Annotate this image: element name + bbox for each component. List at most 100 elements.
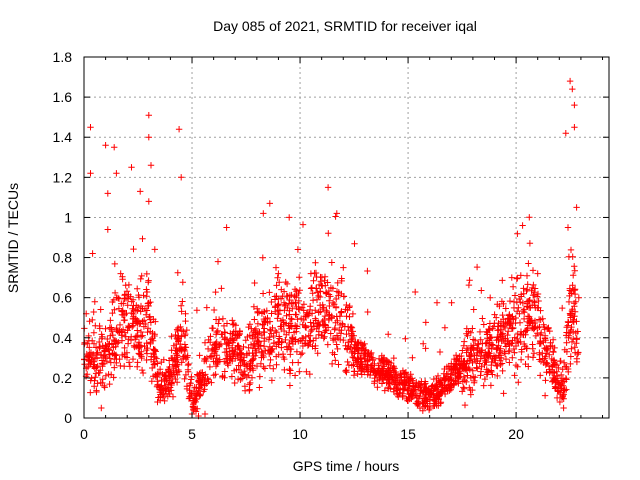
data-point (139, 369, 147, 377)
data-point (147, 162, 155, 169)
data-point (340, 264, 347, 271)
data-point (174, 348, 181, 355)
data-point (436, 348, 444, 356)
data-point (168, 347, 175, 354)
data-point (125, 359, 133, 366)
data-point (197, 369, 205, 376)
data-point (338, 327, 345, 334)
data-point (107, 317, 114, 324)
data-point (227, 330, 234, 337)
y-tick-label: 0.8 (53, 250, 73, 266)
data-point (390, 386, 397, 393)
data-point (491, 311, 498, 318)
data-point (460, 385, 468, 392)
data-point (172, 362, 180, 370)
data-point (193, 307, 201, 314)
data-point (89, 316, 96, 324)
data-point (354, 340, 362, 347)
data-point (292, 294, 300, 301)
data-point (194, 372, 202, 379)
data-point (511, 372, 518, 379)
data-point (263, 307, 270, 314)
data-point (114, 294, 122, 302)
data-point (418, 378, 425, 385)
data-point (307, 270, 315, 277)
x-tick-label: 0 (80, 426, 88, 442)
data-point (175, 126, 183, 133)
data-point (85, 360, 93, 368)
data-point (476, 328, 484, 336)
data-point (505, 328, 512, 335)
data-point (90, 329, 98, 336)
data-point (274, 274, 281, 281)
data-point (104, 226, 111, 233)
data-point (335, 361, 342, 368)
data-point (537, 372, 544, 379)
data-point (273, 361, 280, 368)
data-point (245, 349, 253, 357)
data-point (530, 350, 538, 357)
data-point (182, 310, 189, 317)
data-point (289, 336, 296, 344)
data-point (119, 276, 126, 283)
data-point (522, 360, 529, 368)
data-point (512, 319, 519, 327)
data-point (483, 358, 490, 366)
data-point (342, 367, 349, 375)
data-point (368, 364, 375, 372)
data-point (498, 354, 505, 362)
data-point (142, 311, 150, 318)
data-point (570, 335, 577, 343)
data-point (120, 311, 127, 319)
data-point (279, 316, 287, 324)
data-point (151, 246, 158, 253)
data-point (143, 346, 150, 354)
data-point (523, 327, 530, 334)
data-point (534, 324, 541, 331)
data-point (316, 302, 324, 309)
data-point (499, 330, 507, 337)
data-point (518, 348, 525, 356)
data-point (108, 340, 116, 347)
data-point (518, 293, 525, 300)
data-points (81, 77, 582, 420)
data-point (432, 385, 439, 392)
data-point (127, 293, 134, 300)
data-point (420, 397, 428, 405)
data-point (121, 353, 129, 360)
data-point (531, 299, 538, 306)
data-point (92, 344, 100, 351)
data-point (272, 264, 280, 271)
data-point (312, 342, 319, 350)
data-point (275, 310, 282, 318)
data-point (334, 317, 341, 324)
data-point (565, 253, 573, 260)
data-point (248, 374, 256, 381)
data-point (134, 307, 141, 314)
data-point (244, 333, 251, 341)
data-point (381, 387, 388, 394)
data-point (173, 326, 181, 333)
data-point (422, 402, 429, 410)
data-point (261, 317, 268, 325)
data-point (333, 313, 340, 320)
data-point (312, 259, 319, 266)
data-point (286, 339, 293, 347)
data-point (306, 338, 314, 345)
data-point (513, 299, 521, 306)
data-point (508, 324, 516, 331)
data-point (313, 285, 320, 292)
data-point (540, 321, 547, 328)
data-point (183, 385, 191, 393)
data-point (241, 367, 248, 375)
data-point (113, 170, 120, 177)
data-point (91, 364, 99, 371)
data-point (349, 353, 356, 361)
data-point (203, 354, 211, 362)
data-point (529, 345, 536, 352)
data-point (486, 326, 493, 333)
data-point (305, 341, 312, 348)
data-point (246, 321, 254, 328)
y-tick-label: 0 (64, 410, 72, 426)
data-point (216, 356, 223, 363)
